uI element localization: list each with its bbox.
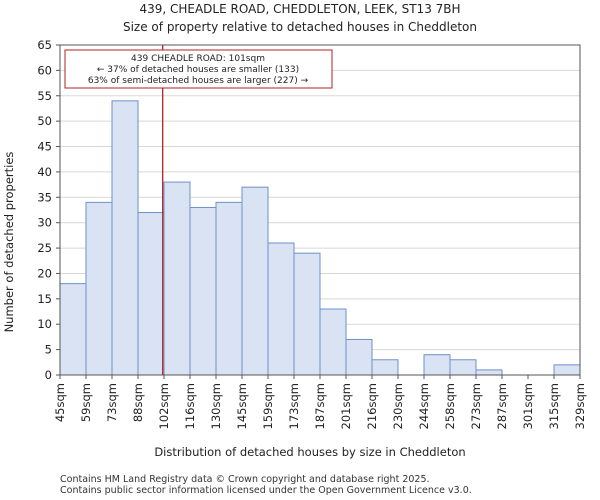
bar [267,242,295,376]
y-tick-label: 20 [37,266,52,280]
x-tick-label: 73sqm [105,383,119,422]
y-tick-label: 35 [37,190,52,204]
footer-line-2: Contains public sector information licen… [60,485,472,496]
bar [553,364,581,376]
x-tick-label: 88sqm [131,383,145,422]
bar [137,212,165,376]
y-tick-label: 5 [45,343,52,357]
bar [475,369,503,376]
x-tick-label: 130sqm [209,383,223,429]
annotation-line-3: 63% of semi-detached houses are larger (… [88,76,309,86]
annotation-line-1: 439 CHEADLE ROAD: 101sqm [131,54,265,64]
x-tick-label: 45sqm [53,383,67,422]
x-tick-label: 287sqm [495,383,509,429]
annotation-line-2: ← 37% of detached houses are smaller (13… [97,65,299,75]
y-tick-label: 45 [37,140,52,154]
annotation-box: 439 CHEADLE ROAD: 101sqm ← 37% of detach… [64,49,333,89]
footer-line-1: Contains HM Land Registry data © Crown c… [60,474,430,485]
y-tick-label: 40 [37,165,52,179]
x-axis-ticks: 45sqm 59sqm 73sqm 88sqm 102sqm 116sqm 130sqm 14… [53,375,587,429]
x-tick-label: 187sqm [313,383,327,429]
chart-title: 439, CHEADLE ROAD, CHEDDLETON, LEEK, ST1… [139,2,460,16]
x-tick-label: 201sqm [339,383,353,429]
bar [371,359,399,376]
x-tick-label: 173sqm [287,383,301,429]
bars [59,100,581,376]
x-tick-label: 216sqm [365,383,379,429]
y-tick-label: 10 [37,317,52,331]
y-tick-label: 65 [37,38,52,52]
bar [293,252,321,376]
x-tick-label: 301sqm [521,383,535,429]
bar [163,181,191,376]
bar [423,354,451,376]
x-tick-label: 244sqm [417,383,431,429]
x-tick-label: 102sqm [157,383,171,429]
bar [319,308,347,376]
bar [59,283,87,376]
bar [111,100,139,376]
bar [189,206,217,376]
y-tick-label: 15 [37,292,52,306]
x-tick-label: 273sqm [469,383,483,429]
x-axis-label: Distribution of detached houses by size … [154,445,465,459]
x-tick-label: 145sqm [235,383,249,429]
x-tick-label: 315sqm [547,383,561,429]
bar [345,338,373,376]
y-axis-label: Number of detached properties [2,152,16,333]
y-tick-label: 25 [37,241,52,255]
x-tick-label: 159sqm [261,383,275,429]
x-tick-label: 116sqm [183,383,197,429]
bar [215,201,243,376]
bar [85,201,113,376]
x-tick-label: 258sqm [443,383,457,429]
y-tick-label: 60 [37,63,52,77]
x-tick-label: 230sqm [391,383,405,429]
chart-subtitle: Size of property relative to detached ho… [123,20,477,34]
bar [241,186,269,376]
bar [449,359,477,376]
x-tick-label: 59sqm [79,383,93,422]
x-tick-label: 329sqm [573,383,587,429]
y-tick-label: 55 [37,89,52,103]
y-tick-label: 0 [45,368,52,382]
y-axis-ticks: 0 5 10 15 20 25 30 35 40 45 50 55 60 65 [37,38,60,382]
y-tick-label: 30 [37,216,52,230]
y-tick-label: 50 [37,114,52,128]
